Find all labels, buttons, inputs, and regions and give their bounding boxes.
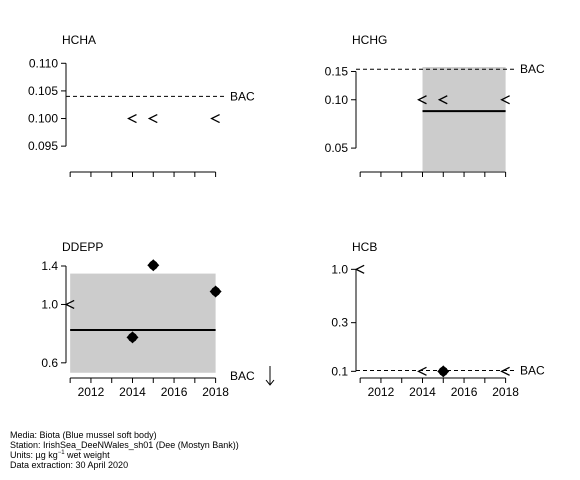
x-tick-label-ddepp: 2016 bbox=[161, 385, 188, 399]
footer-units-exponent: −1 bbox=[57, 450, 65, 456]
bac-below-arrow-icon bbox=[265, 366, 275, 386]
footer-units-suffix: wet weight bbox=[64, 450, 110, 460]
y-tick-label-hchg: 0.10 bbox=[325, 93, 349, 107]
x-tick-label-hcb: 2016 bbox=[451, 385, 478, 399]
panel-hchg: HCHG BAC 0.05 0.10 0.15 bbox=[325, 33, 545, 177]
panel-title-hcha: HCHA bbox=[62, 33, 96, 47]
band-hchg bbox=[422, 66, 506, 171]
y-tick-label-ddepp: 1.0 bbox=[41, 297, 58, 311]
panel-title-ddepp: DDEPP bbox=[62, 240, 103, 254]
point-less-than-hcb bbox=[354, 264, 365, 274]
panel-hcha: HCHA BAC 0.095 0.100 0.105 0.110 bbox=[28, 33, 255, 177]
y-tick-label-hcha: 0.105 bbox=[28, 84, 58, 98]
footer-units-prefix: Units: µg kg bbox=[10, 450, 58, 460]
footer-media: Media: Biota (Blue mussel soft body) bbox=[10, 430, 157, 440]
x-tick-label-ddepp: 2014 bbox=[119, 385, 146, 399]
point-less-than-hcb bbox=[500, 366, 510, 376]
y-tick-label-ddepp: 0.6 bbox=[41, 356, 58, 370]
panel-title-hchg: HCHG bbox=[352, 33, 387, 47]
x-tick-label-hcb: 2014 bbox=[409, 385, 436, 399]
footer-info: Media: Biota (Blue mussel soft body) Sta… bbox=[10, 430, 239, 470]
point-less-than-hcb bbox=[417, 366, 427, 376]
y-tick-label-hcb: 1.0 bbox=[331, 262, 348, 276]
point-less-than-hcha bbox=[147, 113, 158, 124]
point-marker-ddepp bbox=[211, 286, 221, 297]
y-tick-label-hcb: 0.1 bbox=[331, 364, 348, 378]
panel-hcb: HCB BAC 0.1 0.3 1.0 2012 2014 2016 2018 bbox=[331, 240, 545, 399]
bac-label-hchg: BAC bbox=[520, 62, 545, 76]
y-tick-label-hchg: 0.15 bbox=[325, 64, 349, 78]
point-marker-hcb bbox=[438, 366, 448, 376]
footer-units: Units: µg kg−1 wet weight bbox=[10, 450, 239, 460]
panel-ddepp: DDEPP BAC 0.6 1.0 1.4 2012 2014 2016 2018 bbox=[41, 240, 275, 399]
footer-extraction: Data extraction: 30 April 2020 bbox=[10, 460, 129, 470]
point-marker-ddepp bbox=[127, 332, 138, 342]
bac-label-ddepp: BAC bbox=[230, 369, 255, 383]
x-tick-label-hcb: 2012 bbox=[368, 385, 395, 399]
band-ddepp bbox=[70, 273, 216, 373]
bac-label-hcb: BAC bbox=[520, 363, 545, 377]
point-less-than-hchg bbox=[437, 95, 448, 105]
panel-title-hcb: HCB bbox=[352, 240, 377, 254]
y-tick-label-hchg: 0.05 bbox=[325, 141, 349, 155]
point-less-than-hchg bbox=[417, 95, 427, 105]
y-tick-label-hcha: 0.095 bbox=[28, 139, 58, 153]
y-tick-label-hcb: 0.3 bbox=[331, 316, 348, 330]
point-less-than-hchg bbox=[500, 95, 510, 105]
point-marker-ddepp bbox=[148, 260, 158, 270]
footer-station: Station: IrishSea_DeeNWales_sh01 (Dee (M… bbox=[10, 440, 239, 450]
point-less-than-hcha bbox=[210, 113, 220, 124]
y-tick-label-ddepp: 1.4 bbox=[41, 259, 58, 273]
point-less-than-hcha bbox=[127, 113, 137, 124]
x-tick-label-ddepp: 2018 bbox=[202, 385, 229, 399]
point-less-than-ddepp bbox=[64, 299, 75, 310]
x-tick-label-ddepp: 2012 bbox=[78, 385, 105, 399]
y-tick-label-hcha: 0.110 bbox=[29, 56, 58, 70]
bac-label-hcha: BAC bbox=[230, 89, 255, 103]
x-tick-label-hcb: 2018 bbox=[492, 385, 519, 399]
y-tick-label-hcha: 0.100 bbox=[28, 112, 58, 126]
